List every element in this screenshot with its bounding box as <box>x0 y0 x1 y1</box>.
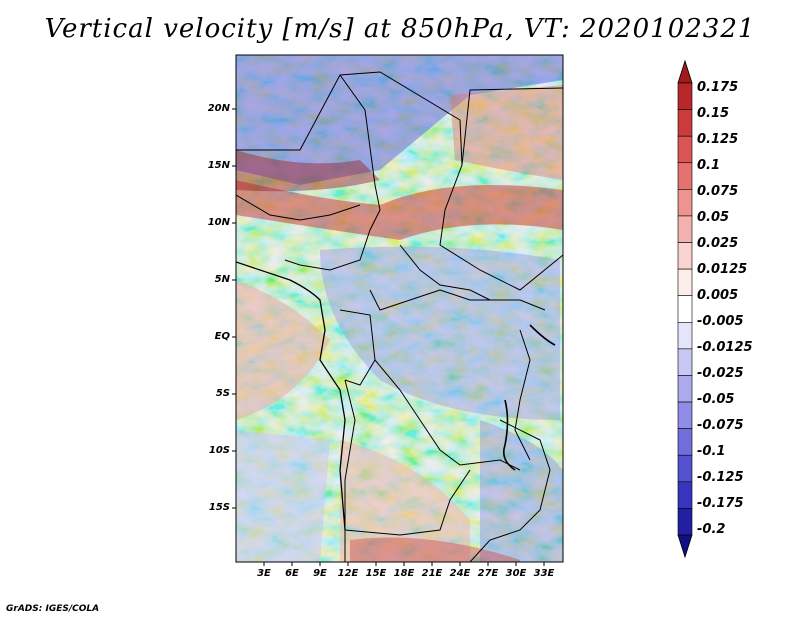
colorbar-label: 0.005 <box>697 288 739 303</box>
colorbar-swatch <box>677 189 693 217</box>
lat-label-10s: 10S <box>208 445 230 456</box>
lat-label-eq: EQ <box>214 331 230 342</box>
colorbar-swatch <box>677 454 693 483</box>
colorbar-label: -0.2 <box>697 522 726 537</box>
colorbar-swatch <box>677 82 693 110</box>
colorbar-label: -0.175 <box>697 496 744 511</box>
chart-title: Vertical velocity [m/s] at 850hPa, VT: 2… <box>44 14 756 44</box>
colorbar-swatch <box>677 428 693 456</box>
axis-ticks <box>232 108 545 566</box>
colorbar-swatch <box>677 508 693 536</box>
lon-label-21e: 21E <box>421 568 443 579</box>
colorbar-swatch <box>677 215 693 243</box>
lon-label-24e: 24E <box>449 568 471 579</box>
colorbar-label: -0.125 <box>697 470 744 485</box>
colorbar-label: 0.075 <box>697 184 739 199</box>
colorbar-label: -0.1 <box>697 444 726 459</box>
lat-label-15s: 15S <box>208 502 230 513</box>
colorbar-bottom-arrow <box>677 534 693 559</box>
lat-label-10n: 10N <box>207 217 230 228</box>
lon-label-9e: 9E <box>313 568 327 579</box>
colorbar-swatch <box>677 109 693 137</box>
colorbar-swatch <box>677 321 693 350</box>
lon-label-3e: 3E <box>257 568 271 579</box>
lon-label-6e: 6E <box>285 568 299 579</box>
colorbar-label: 0.0125 <box>697 262 748 277</box>
velocity-field <box>236 55 563 562</box>
colorbar-swatch <box>677 268 693 297</box>
colorbar-label: -0.0125 <box>697 340 753 355</box>
country-borders <box>236 71 563 562</box>
colorbar-label: 0.175 <box>697 80 739 95</box>
map-frame <box>235 54 564 563</box>
lon-label-18e: 18E <box>393 568 415 579</box>
colorbar-swatch <box>677 242 693 270</box>
colorbar-swatch <box>677 348 693 376</box>
lon-label-12e: 12E <box>337 568 359 579</box>
colorbar-swatch <box>677 375 693 403</box>
colorbar-swatch <box>677 162 693 190</box>
lat-label-20n: 20N <box>207 103 230 114</box>
colorbar-label: 0.025 <box>697 236 739 251</box>
lon-label-33e: 33E <box>533 568 555 579</box>
lat-label-15n: 15N <box>207 160 230 171</box>
colorbar-label: -0.075 <box>697 418 744 433</box>
credit-text: GrADS: IGES/COLA <box>6 604 100 614</box>
colorbar <box>677 59 693 559</box>
colorbar-swatch <box>677 481 693 509</box>
lat-label-5n: 5N <box>214 274 230 285</box>
lon-label-27e: 27E <box>477 568 499 579</box>
colorbar-label: 0.125 <box>697 132 739 147</box>
colorbar-label: 0.15 <box>697 106 730 121</box>
colorbar-label: -0.025 <box>697 366 744 381</box>
colorbar-label: -0.05 <box>697 392 735 407</box>
colorbar-label: -0.005 <box>697 314 744 329</box>
colorbar-label: 0.1 <box>697 158 721 173</box>
colorbar-label: 0.05 <box>697 210 730 225</box>
lat-label-5s: 5S <box>215 388 230 399</box>
lon-label-15e: 15E <box>365 568 387 579</box>
colorbar-swatch <box>677 135 693 164</box>
colorbar-swatch <box>677 401 693 429</box>
lon-label-30e: 30E <box>505 568 527 579</box>
colorbar-swatch <box>677 295 693 323</box>
colorbar-top-arrow <box>677 59 693 84</box>
